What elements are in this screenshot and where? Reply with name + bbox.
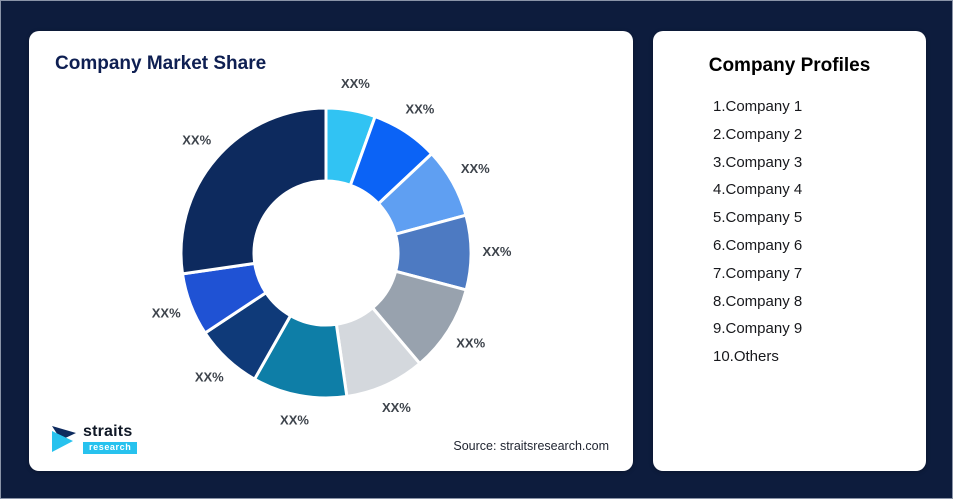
segment-label: XX% [341,76,370,91]
segment-label: XX% [456,336,485,351]
segment-label: XX% [182,133,211,148]
segment-label: XX% [152,305,181,320]
straits-logo-icon [52,426,76,452]
donut-segment-others [179,106,328,276]
company-list-item: 6.Company 6 [713,236,803,254]
logo-text: straits research [83,423,138,454]
segment-label: XX% [280,413,309,428]
market-share-card: Company Market Share XX% XX% XX% XX% XX% XX% X… [29,31,633,471]
company-list-item: 3.Company 3 [713,153,803,171]
company-list-item: 1.Company 1 [713,98,803,115]
company-list-item: 8.Company 8 [713,292,803,310]
segment-label: XX% [483,244,512,259]
segment-label: XX% [461,161,490,176]
segment-label: XX% [405,102,434,117]
company-list-item: 4.Company 4 [713,181,803,199]
segment-label: XX% [382,400,411,415]
logo-name: straits [83,423,133,440]
company-list-item: 7.Company 7 [713,264,803,282]
chart-title: Company Market Share [55,53,267,74]
company-list-item: 2.Company 2 [713,125,803,143]
company-list-item: 5.Company 5 [713,209,803,227]
logo-subtitle: research [83,442,138,454]
source-text: Source: straitsresearch.com [453,439,609,453]
company-list-item: 9.Company 9 [713,320,803,338]
straits-research-logo: straits research [49,423,138,455]
market-share-donut-chart: XX% XX% XX% XX% XX% XX% XX% XX% XX% XX% [152,76,512,428]
segment-label: XX% [195,369,224,384]
company-list-item: 10.Others [713,348,779,366]
profiles-title: Company Profiles [708,55,871,76]
company-list: 1.Company 1 2.Company 2 3.Company 3 4.Compa… [653,93,926,371]
company-profiles-card: Company Profiles 1.Company 1 2.Company 2 3… [653,31,926,471]
